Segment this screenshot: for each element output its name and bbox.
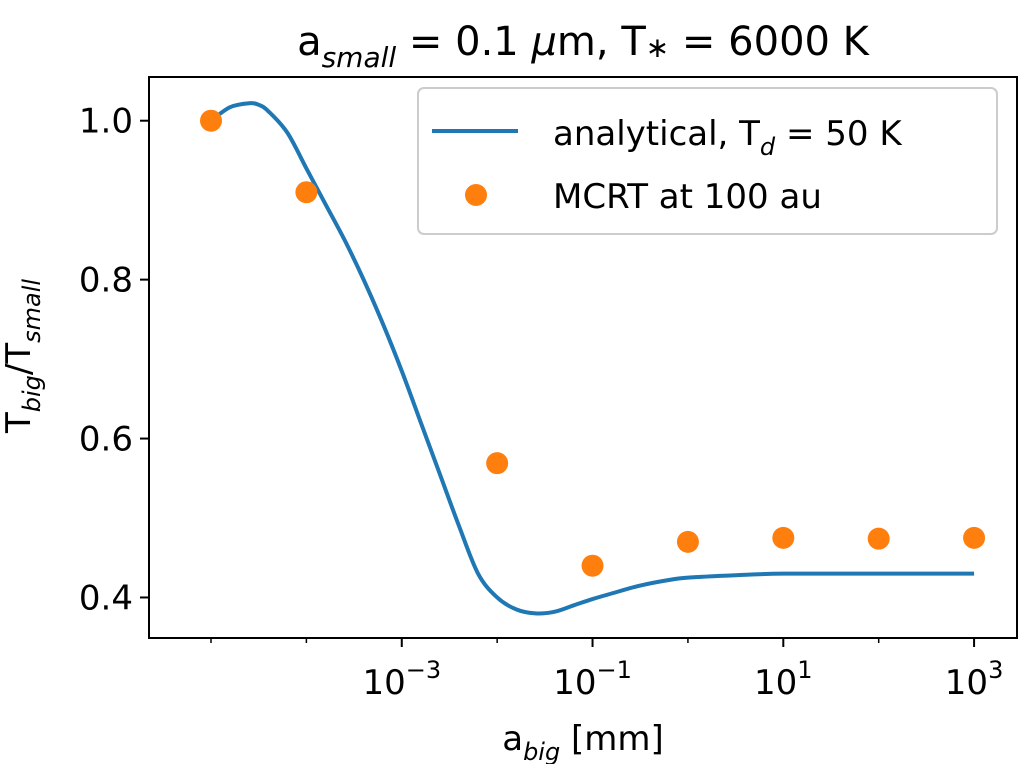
x-tick-label: 101 xyxy=(754,656,813,703)
tick-layer: 0.4 0.6 0.8 1.0 10−3 10−1 101 103 xyxy=(79,102,1003,703)
plot-frame xyxy=(148,76,1018,639)
scatter-point-mcrt xyxy=(581,554,604,577)
legend-marker-swatch xyxy=(465,184,487,206)
series-layer xyxy=(200,101,986,616)
x-axis-label: abig [mm] xyxy=(502,719,664,764)
legend: analytical, Td = 50 K MCRT at 100 au xyxy=(417,87,998,235)
legend-label-analytical: analytical, Td = 50 K xyxy=(553,114,903,161)
scatter-point-mcrt xyxy=(200,109,222,132)
scatter-point-mcrt xyxy=(486,452,509,475)
scatter-point-mcrt xyxy=(772,526,795,549)
series-line-analytical xyxy=(209,101,975,616)
x-tick-label: 103 xyxy=(945,656,1004,703)
x-tick-label: 10−3 xyxy=(362,656,441,703)
y-tick-label: 0.6 xyxy=(79,420,133,460)
scatter-point-mcrt xyxy=(867,527,890,550)
legend-label-mcrt: MCRT at 100 au xyxy=(553,177,822,217)
y-tick-label: 0.4 xyxy=(79,578,133,618)
y-tick-label: 1.0 xyxy=(79,102,133,142)
y-tick-label: 0.8 xyxy=(79,261,133,301)
scatter-point-mcrt xyxy=(295,181,318,204)
y-axis-label: Tbig/Tsmall xyxy=(0,279,46,434)
chart-title: asmall = 0.1 μm, T∗ = 6000 K xyxy=(297,19,871,74)
x-tick-label: 10−1 xyxy=(553,656,632,703)
legend-box xyxy=(417,87,998,235)
scatter-point-mcrt xyxy=(676,530,699,553)
scatter-point-mcrt xyxy=(963,526,986,549)
